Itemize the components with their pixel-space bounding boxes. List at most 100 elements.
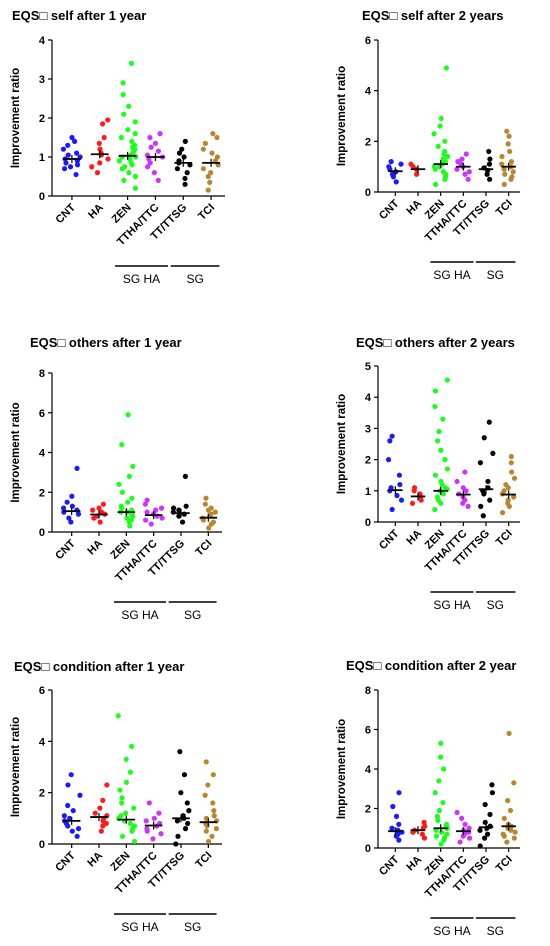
data-point [126, 170, 132, 176]
data-point [502, 171, 508, 177]
x-tick-label: CNT [54, 201, 79, 226]
data-point [396, 472, 403, 478]
data-point [393, 179, 399, 185]
data-point [60, 146, 67, 152]
data-point [437, 754, 444, 760]
data-point [182, 473, 189, 479]
y-tick-label: 4 [365, 392, 372, 404]
data-point [100, 797, 106, 803]
data-point [97, 519, 103, 525]
data-point [202, 501, 208, 507]
data-point [127, 156, 133, 162]
data-point [419, 831, 425, 837]
data-point [203, 815, 209, 821]
data-point [158, 831, 164, 837]
y-tick-label: 2 [365, 804, 371, 816]
data-point [434, 438, 441, 444]
data-point [126, 103, 132, 109]
data-point [147, 160, 153, 166]
data-point [142, 501, 148, 507]
data-point [508, 159, 514, 165]
data-point [443, 65, 449, 71]
chart-title: EQS□ others after 2 years [356, 335, 515, 350]
data-point [146, 800, 152, 806]
data-point [173, 841, 179, 847]
data-point [128, 60, 135, 66]
data-point [148, 144, 154, 150]
data-point [466, 169, 472, 175]
data-point [489, 790, 496, 796]
y-tick-label: 2 [39, 487, 45, 499]
data-point [444, 831, 450, 837]
y-tick-label: 8 [365, 685, 371, 697]
data-point [445, 153, 451, 160]
data-point [486, 161, 493, 167]
data-point [170, 505, 177, 511]
data-point [122, 810, 129, 816]
data-point [480, 513, 486, 519]
y-axis-label: Improvement ratio [10, 402, 22, 502]
data-point [506, 730, 512, 737]
data-point [432, 790, 438, 796]
data-point [64, 499, 70, 505]
data-point [159, 515, 165, 521]
data-point [128, 160, 134, 166]
data-point [505, 141, 511, 147]
data-point [121, 177, 127, 183]
data-point [157, 131, 163, 137]
data-point [130, 463, 136, 470]
x-tick-label: HA [85, 538, 105, 558]
data-point [487, 497, 493, 503]
data-point [509, 469, 515, 475]
x-tick-label: CNT [53, 849, 78, 874]
data-point [504, 128, 510, 134]
data-point [499, 153, 505, 160]
data-point [182, 826, 189, 832]
data-point [121, 111, 127, 117]
x-tick-label: CNT [377, 527, 402, 552]
data-point [155, 177, 161, 183]
data-point [65, 782, 71, 788]
data-point [96, 140, 102, 146]
data-point [186, 808, 192, 814]
data-point [503, 481, 509, 488]
data-point [145, 164, 151, 170]
data-point [393, 813, 400, 820]
data-point [511, 494, 517, 500]
data-point [409, 500, 416, 506]
data-point [210, 800, 216, 806]
y-tick-label: 6 [365, 35, 371, 47]
data-point [183, 503, 189, 509]
data-point [386, 164, 392, 170]
data-point [127, 769, 134, 775]
group-label: SG [184, 608, 201, 622]
data-point [442, 148, 448, 155]
data-point [438, 829, 445, 835]
data-point [117, 787, 123, 793]
data-point [151, 815, 157, 821]
data-point [501, 815, 507, 821]
x-tick-label: HA [86, 202, 106, 222]
data-point [178, 790, 184, 796]
data-point [443, 821, 450, 827]
data-point [454, 809, 460, 816]
data-point [174, 166, 180, 172]
data-point [118, 503, 124, 509]
data-point [435, 817, 441, 823]
data-point [69, 134, 75, 141]
data-point [509, 174, 515, 180]
data-point [434, 494, 440, 500]
data-point [132, 142, 138, 148]
group-label: SG [487, 924, 504, 938]
chart-panel-5: EQS□ condition after 1 year Improvement r… [10, 659, 222, 934]
data-point [60, 505, 67, 511]
data-point [465, 503, 471, 509]
data-point [211, 808, 217, 814]
data-point [156, 810, 162, 816]
data-point [500, 831, 506, 837]
data-point [131, 805, 137, 811]
data-point [180, 813, 186, 819]
data-point [389, 506, 395, 513]
data-point [499, 510, 506, 516]
data-point [74, 162, 81, 168]
